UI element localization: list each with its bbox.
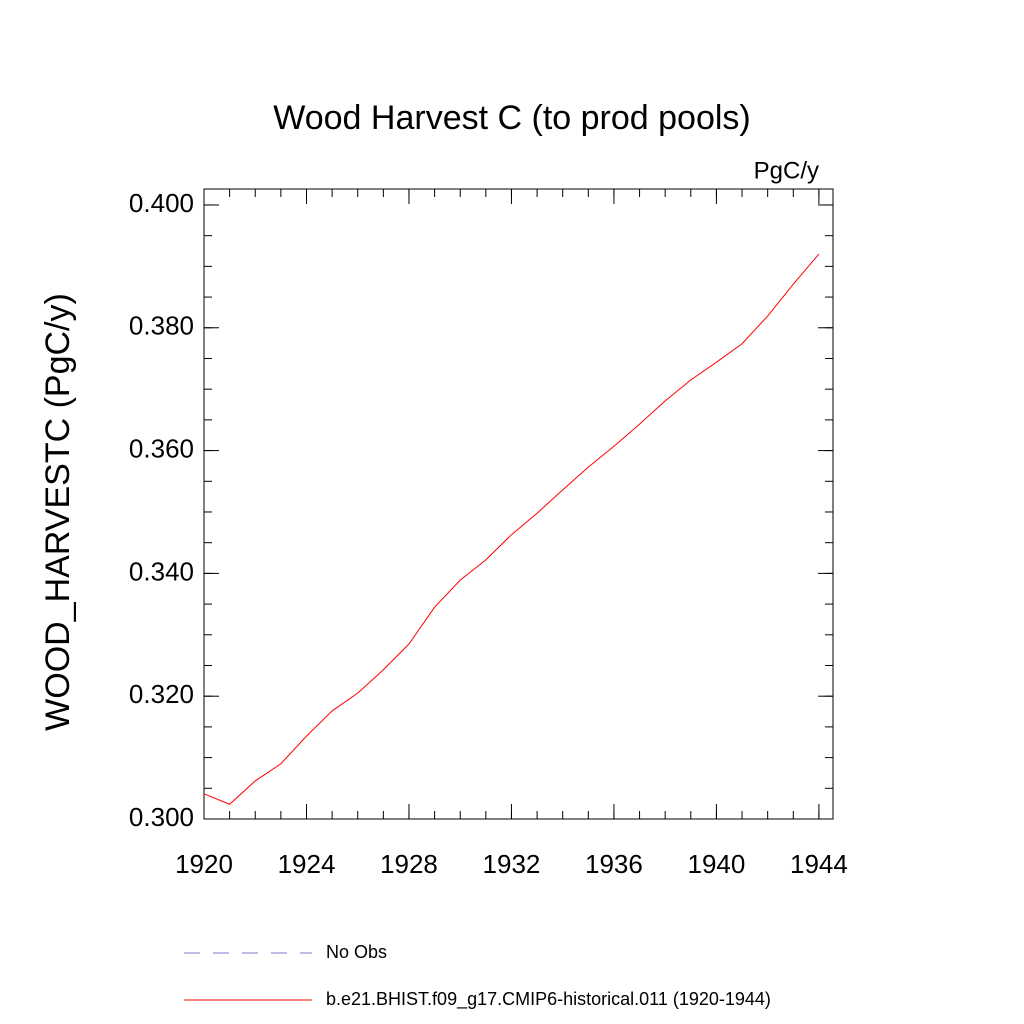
plot-frame — [203, 188, 834, 820]
legend-label: b.e21.BHIST.f09_g17.CMIP6-historical.011… — [326, 989, 771, 1010]
y-tick-label: 0.380 — [129, 311, 194, 341]
y-axis-title: WOOD_HARVESTC (PgC/y) — [39, 293, 77, 731]
y-tick-label: 0.400 — [129, 188, 194, 218]
x-tick-label: 1920 — [175, 849, 233, 879]
units-label: PgC/y — [754, 157, 819, 184]
legend-label: No Obs — [326, 942, 387, 962]
data-line — [203, 253, 820, 805]
y-tick-label: 0.300 — [129, 802, 194, 832]
y-tick-label: 0.320 — [129, 679, 194, 709]
y-tick-label: 0.340 — [129, 556, 194, 586]
y-tick-label: 0.360 — [129, 433, 194, 463]
x-tick-label: 1932 — [483, 849, 541, 879]
x-tick-label: 1940 — [688, 849, 746, 879]
x-tick-label: 1924 — [278, 849, 336, 879]
x-tick-label: 1944 — [790, 849, 848, 879]
x-tick-label: 1936 — [585, 849, 643, 879]
chart-title: Wood Harvest C (to prod pools) — [273, 99, 750, 137]
x-tick-label: 1928 — [380, 849, 438, 879]
